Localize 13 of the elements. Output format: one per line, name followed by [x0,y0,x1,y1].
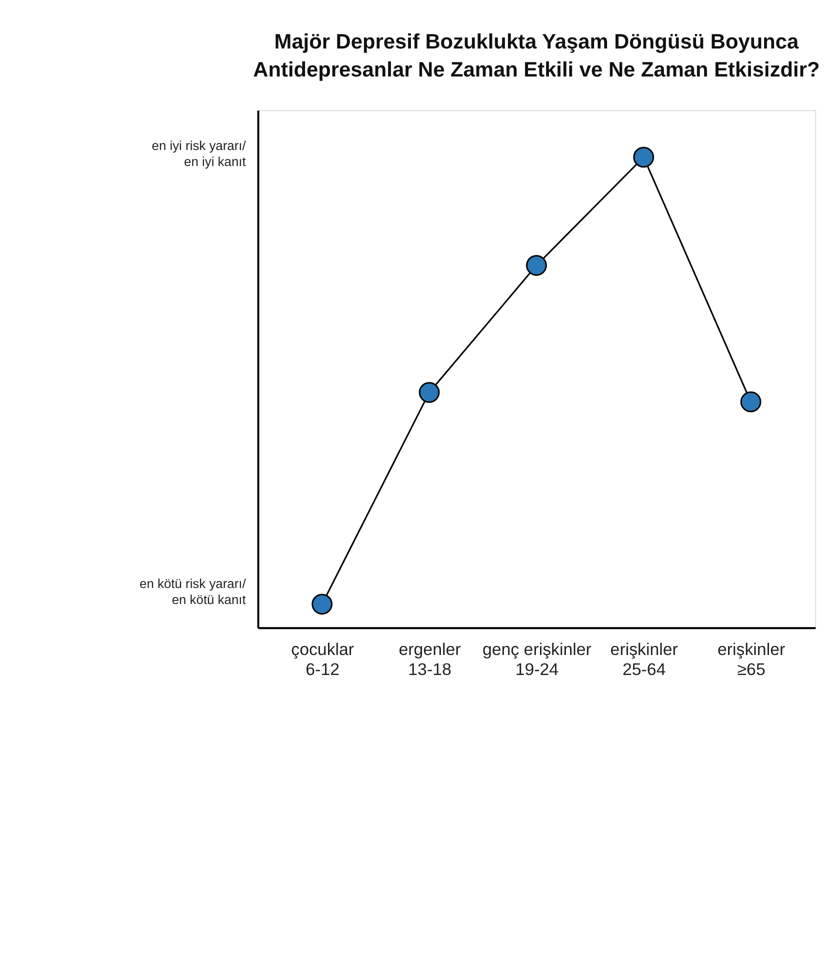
x-tick-label: genç erişkinler 19-24 [482,640,592,679]
x-tick-label: erişkinler ≥65 [717,640,786,679]
point [740,391,762,412]
x-tick-label: ergenler 13-18 [398,640,462,679]
point [312,594,333,615]
point [633,146,654,168]
chart-title: Majör Depresif Bozuklukta Yaşam Döngüsü Boyunca Antidepresanlar Ne Zaman Etkili ve Ne Zaman Etkisizdir? [253,30,820,82]
x-tick-label: erişkinler 25-64 [610,640,678,679]
x-tick-label: çocuklar 6-12 [291,640,354,679]
text: en kötü risk yararı/ en kötü kanıt [140,576,246,607]
text: en iyi risk yararı/ en iyi kanıt [152,138,246,169]
point [526,254,547,276]
point [418,382,440,403]
